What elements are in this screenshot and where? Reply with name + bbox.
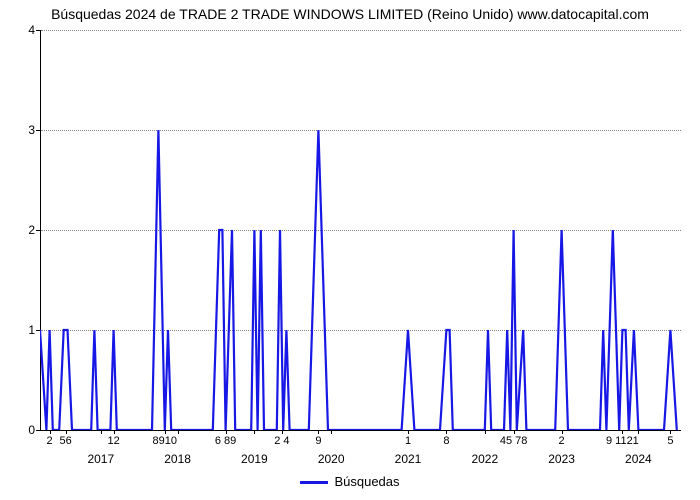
x-year-label: 2024	[625, 452, 652, 466]
y-tick-label: 0	[20, 423, 35, 437]
x-tick-mark	[66, 430, 67, 434]
x-point-label: 6 89	[215, 435, 236, 447]
x-year-label: 2017	[87, 452, 114, 466]
x-point-label: 9	[315, 435, 321, 447]
x-tick-mark	[446, 430, 447, 434]
x-tick-mark	[282, 430, 283, 434]
y-tick-mark	[36, 330, 40, 331]
x-tick-mark	[101, 430, 102, 434]
x-point-label: 12	[107, 435, 119, 447]
y-tick-mark	[36, 230, 40, 231]
x-year-label: 2020	[318, 452, 345, 466]
x-point-label: 2	[47, 435, 53, 447]
x-tick-mark	[408, 430, 409, 434]
chart-container: Búsquedas 2024 de TRADE 2 TRADE WINDOWS …	[0, 0, 700, 500]
y-tick-mark	[36, 130, 40, 131]
x-tick-mark	[562, 430, 563, 434]
y-tick-label: 4	[20, 23, 35, 37]
y-tick-label: 1	[20, 323, 35, 337]
legend: Búsquedas	[0, 474, 700, 489]
series-line	[40, 130, 677, 430]
y-tick-label: 2	[20, 223, 35, 237]
chart-title: Búsquedas 2024 de TRADE 2 TRADE WINDOWS …	[0, 6, 700, 22]
x-point-label: 56	[59, 435, 71, 447]
x-point-label: 2	[559, 435, 565, 447]
x-tick-mark	[514, 430, 515, 434]
y-tick-label: 3	[20, 123, 35, 137]
x-point-label: 1	[405, 435, 411, 447]
x-year-label: 2019	[241, 452, 268, 466]
x-point-label: 45 78	[500, 435, 528, 447]
x-point-label: 2 4	[274, 435, 289, 447]
x-point-label: 9 1121	[606, 435, 639, 447]
x-tick-mark	[638, 430, 639, 434]
legend-swatch	[300, 481, 328, 484]
x-tick-mark	[485, 430, 486, 434]
x-tick-mark	[254, 430, 255, 434]
x-tick-mark	[50, 430, 51, 434]
line-series-svg	[40, 30, 680, 430]
y-tick-mark	[36, 430, 40, 431]
x-year-label: 2021	[395, 452, 422, 466]
y-tick-mark	[36, 30, 40, 31]
x-tick-mark	[622, 430, 623, 434]
x-year-label: 2018	[164, 452, 191, 466]
x-tick-mark	[318, 430, 319, 434]
x-year-label: 2023	[548, 452, 575, 466]
x-tick-mark	[178, 430, 179, 434]
x-tick-mark	[670, 430, 671, 434]
x-tick-mark	[114, 430, 115, 434]
x-point-label: 8910	[153, 435, 177, 447]
x-year-label: 2022	[471, 452, 498, 466]
x-tick-mark	[226, 430, 227, 434]
x-tick-mark	[165, 430, 166, 434]
x-point-label: 5	[667, 435, 673, 447]
x-tick-mark	[331, 430, 332, 434]
legend-label: Búsquedas	[334, 474, 399, 489]
x-point-label: 8	[443, 435, 449, 447]
